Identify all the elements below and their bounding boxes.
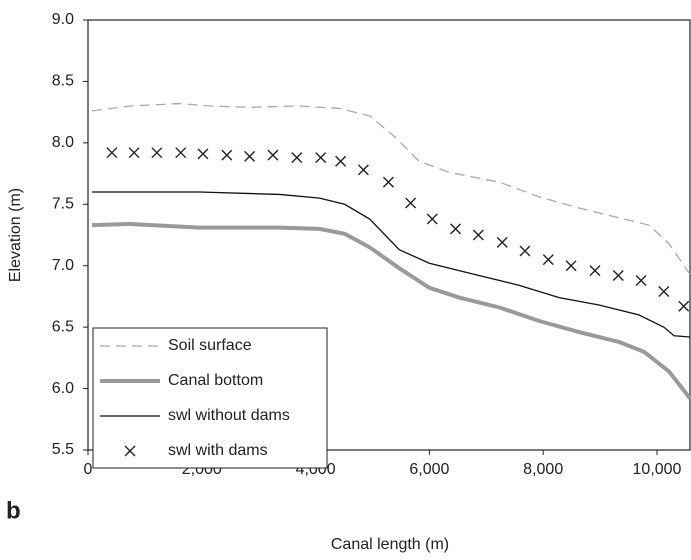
y-tick-label: 7.0 <box>52 257 74 274</box>
x-tick-label: 8,000 <box>523 461 563 478</box>
marker <box>291 152 303 164</box>
marker <box>128 147 140 159</box>
y-tick-label: 9.0 <box>52 11 74 28</box>
marker <box>565 260 577 272</box>
legend-label: Canal bottom <box>168 372 263 389</box>
legend-label: Soil surface <box>168 337 252 354</box>
y-tick-label: 8.0 <box>52 134 74 151</box>
marker <box>658 286 670 298</box>
marker <box>151 147 163 159</box>
marker <box>635 274 647 286</box>
marker <box>124 445 136 457</box>
marker <box>197 148 209 160</box>
marker <box>357 164 369 176</box>
marker <box>315 152 327 164</box>
marker <box>267 149 279 161</box>
marker <box>382 176 394 188</box>
marker <box>335 155 347 167</box>
marker <box>472 229 484 241</box>
x-tick-label: 6,000 <box>409 461 449 478</box>
x-tick-label: 10,000 <box>633 461 682 478</box>
legend-label: swl without dams <box>168 407 290 424</box>
marker <box>405 197 417 209</box>
series-line <box>91 191 691 338</box>
panel-label: b <box>6 497 21 524</box>
marker <box>678 300 690 312</box>
marker <box>244 150 256 162</box>
series-line <box>91 221 691 400</box>
y-tick-label: 8.5 <box>52 73 74 90</box>
marker <box>612 270 624 282</box>
marker <box>106 147 118 159</box>
x-axis-title: Canal length (m) <box>331 536 449 553</box>
series-line <box>91 102 691 275</box>
y-tick-label: 7.5 <box>52 196 74 213</box>
marker <box>589 265 601 277</box>
y-tick-label: 6.5 <box>52 318 74 335</box>
marker <box>496 236 508 248</box>
marker <box>450 223 462 235</box>
marker <box>542 254 554 266</box>
y-tick-label: 5.5 <box>52 441 74 458</box>
y-axis-title: Elevation (m) <box>7 188 24 282</box>
plot-frame <box>87 19 691 451</box>
marker <box>426 213 438 225</box>
legend-label: swl with dams <box>168 442 268 459</box>
y-tick-label: 6.0 <box>52 380 74 397</box>
marker <box>221 149 233 161</box>
marker <box>519 245 531 257</box>
marker <box>175 147 187 159</box>
x-tick-label: 0 <box>84 461 93 478</box>
legend-box <box>92 327 328 469</box>
